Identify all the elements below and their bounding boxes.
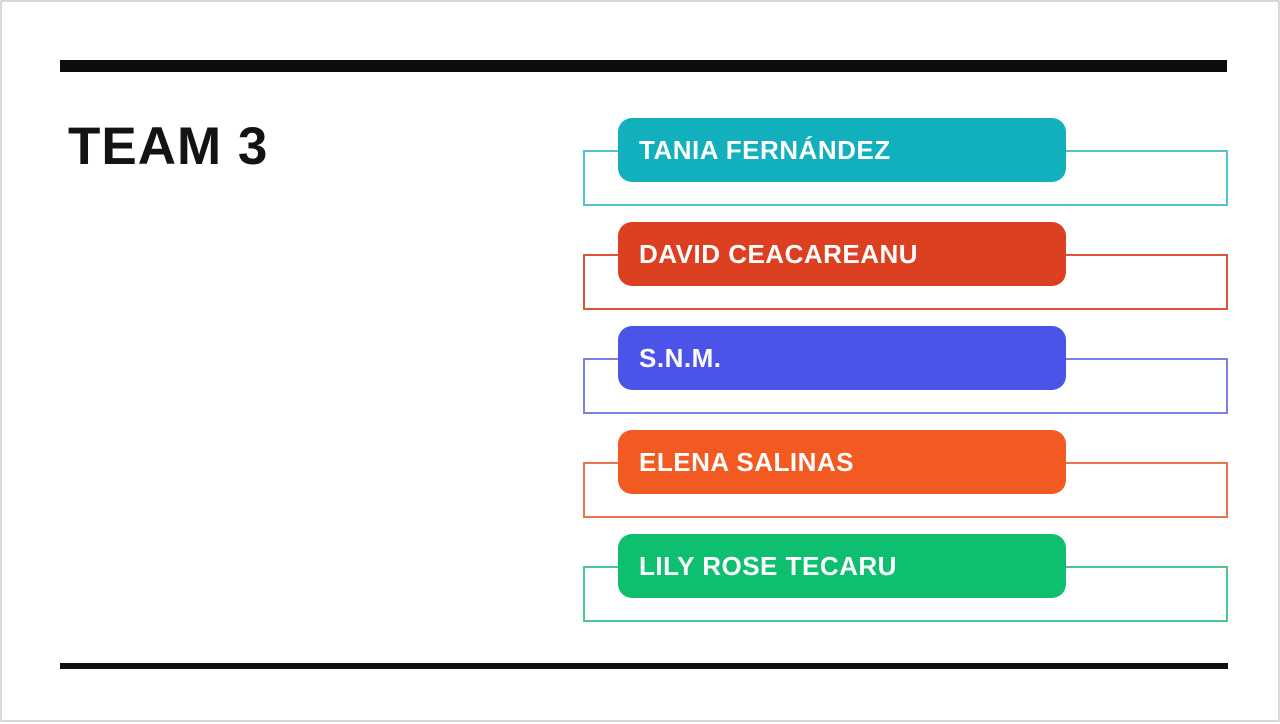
member-row: DAVID CEACAREANU: [583, 222, 1228, 310]
member-row: LILY ROSE TECARU: [583, 534, 1228, 622]
member-pill: S.N.M.: [618, 326, 1066, 390]
member-row: ELENA SALINAS: [583, 430, 1228, 518]
member-name: ELENA SALINAS: [639, 447, 854, 477]
member-pill: LILY ROSE TECARU: [618, 534, 1066, 598]
member-name: LILY ROSE TECARU: [639, 551, 897, 581]
member-name: DAVID CEACAREANU: [639, 239, 919, 269]
member-row: TANIA FERNÁNDEZ: [583, 118, 1228, 206]
top-accent-bar: [60, 60, 1227, 72]
members-list: TANIA FERNÁNDEZ DAVID CEACAREANU S.N.M. …: [583, 118, 1229, 670]
member-pill: ELENA SALINAS: [618, 430, 1066, 494]
member-name: TANIA FERNÁNDEZ: [639, 135, 891, 165]
bottom-accent-bar: [60, 663, 1228, 669]
member-pill: DAVID CEACAREANU: [618, 222, 1066, 286]
member-name: S.N.M.: [639, 343, 722, 373]
page-title: TEAM 3: [68, 117, 269, 176]
member-pill: TANIA FERNÁNDEZ: [618, 118, 1066, 182]
member-row: S.N.M.: [583, 326, 1228, 414]
